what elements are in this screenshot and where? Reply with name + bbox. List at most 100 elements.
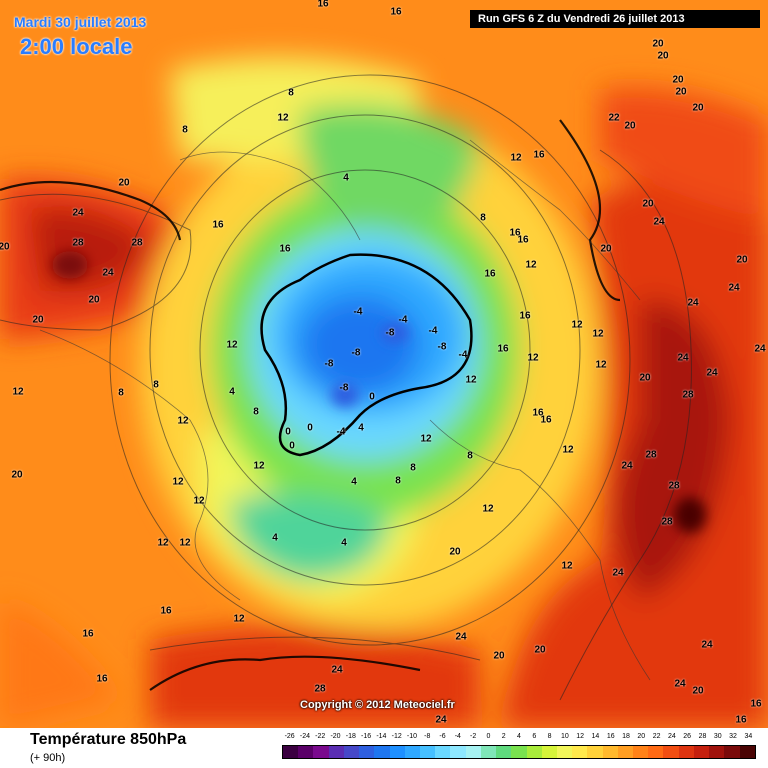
legend-tick: 22 [652,733,661,740]
contour-label: 24 [728,282,740,294]
legend-tick: 10 [560,733,569,740]
legend-swatch [374,746,390,758]
contour-label: 16 [279,243,291,255]
contour-label: 16 [509,227,521,239]
contour-label: 20 [736,254,748,266]
legend-swatch [572,746,588,758]
legend-tick: 8 [547,733,552,740]
contour-label: -4 [458,349,468,361]
legend-tick: -24 [299,733,310,740]
contour-label: 28 [72,237,84,249]
legend-tick: 6 [532,733,537,740]
contour-label: 0 [285,426,291,438]
legend-swatch [328,746,344,758]
contour-label: 28 [645,449,657,461]
contour-label: 28 [682,389,694,401]
contour-label: 16 [212,219,224,231]
legend-swatch [419,746,436,758]
color-legend [282,745,756,759]
legend-swatch [435,746,451,758]
contour-label: -4 [336,426,346,438]
contour-label: 16 [735,714,747,726]
contour-label: -4 [398,314,408,326]
contour-label: 24 [612,567,624,579]
contour-label: 8 [153,379,159,391]
contour-label: 24 [435,714,447,726]
contour-label: 16 [484,268,496,280]
legend-tick: -4 [454,733,461,740]
contour-label: -8 [324,358,334,370]
contour-label: 20 [657,50,669,62]
contour-label: 16 [517,234,529,246]
contour-label: -8 [385,327,395,339]
contour-label: 12 [420,433,432,445]
contour-label: 4 [272,532,278,544]
legend-swatch [511,746,527,758]
legend-swatch [359,746,375,758]
contour-label: 28 [314,683,326,695]
contour-label: 12 [179,537,191,549]
contour-label: 4 [341,537,347,549]
contour-label: 20 [11,469,23,481]
parameter-title: Température 850hPa [30,731,187,748]
model-run-label: Run GFS 6 Z du Vendredi 26 juillet 2013 [470,10,760,28]
contour-label: 20 [534,644,546,656]
contour-label: 0 [369,391,375,403]
contour-label: 12 [525,259,537,271]
legend-tick: 0 [486,733,491,740]
contour-label: 20 [0,241,10,253]
contour-label: 8 [480,212,486,224]
contour-label: 12 [482,503,494,515]
legend-swatch [526,746,542,758]
contour-label: 12 [226,339,238,351]
forecast-lead: (+ 90h) [30,752,66,764]
temperature-map: Mardi 30 juillet 2013 2:00 locale Run GF… [0,0,768,728]
contour-label: 20 [675,86,687,98]
legend-tick: -26 [284,733,295,740]
legend-tick: 34 [744,733,753,740]
contour-label: 8 [395,475,401,487]
legend-tick: -14 [376,733,387,740]
contour-label: -4 [353,306,363,318]
contour-label: 28 [668,480,680,492]
contour-label: 28 [131,237,143,249]
legend-tick: 24 [667,733,676,740]
contour-label: 16 [497,343,509,355]
legend-swatch [709,746,725,758]
contour-label: 8 [253,406,259,418]
contour-label: 16 [160,605,172,617]
contour-label: 8 [288,87,294,99]
contour-label: 20 [32,314,44,326]
contour-label: 16 [519,310,531,322]
legend-swatch [541,746,557,758]
contour-label: 20 [600,243,612,255]
legend-swatch [389,746,405,758]
legend-tick: 16 [606,733,615,740]
legend-tick: -22 [315,733,326,740]
contour-label: 4 [343,172,349,184]
legend-swatch [663,746,679,758]
legend-swatch [693,746,710,758]
contour-label: 16 [532,407,544,419]
contour-label: 22 [608,112,620,124]
legend-tick: -12 [391,733,402,740]
legend-tick: 2 [501,733,506,740]
legend-tick: 26 [683,733,692,740]
contour-label: -8 [339,382,349,394]
legend-swatch [283,746,299,758]
contour-label: 12 [172,476,184,488]
contour-label: 12 [253,460,265,472]
legend-swatch [496,746,512,758]
contour-label: 24 [621,460,633,472]
contour-label: 12 [277,112,289,124]
contour-label: 12 [571,319,583,331]
contour-label: -8 [351,347,361,359]
legend-tick: -20 [330,733,341,740]
contour-label: 12 [12,386,24,398]
legend-tick: 12 [576,733,585,740]
legend-tick: 30 [713,733,722,740]
contour-label: 12 [561,560,573,572]
contour-label: 4 [229,386,235,398]
contour-label: 20 [639,372,651,384]
contour-label: 24 [687,297,699,309]
